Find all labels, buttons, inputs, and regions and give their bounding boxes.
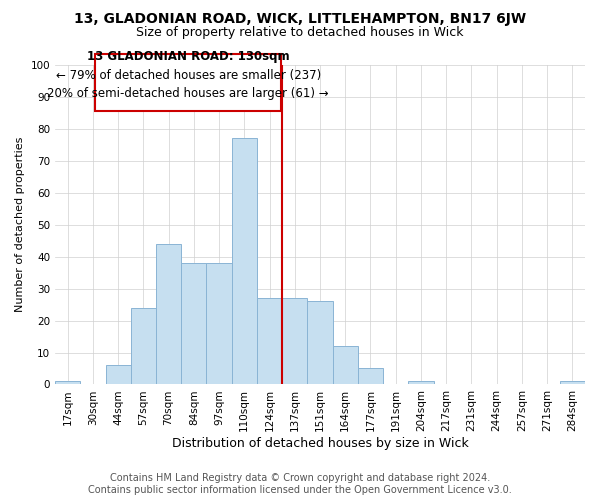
Bar — [332, 346, 358, 385]
Bar — [131, 308, 156, 384]
Bar — [181, 263, 206, 384]
Text: ← 79% of detached houses are smaller (237): ← 79% of detached houses are smaller (23… — [56, 70, 321, 82]
Bar — [307, 302, 332, 384]
Bar — [358, 368, 383, 384]
Bar — [232, 138, 257, 384]
Text: 13 GLADONIAN ROAD: 130sqm: 13 GLADONIAN ROAD: 130sqm — [87, 50, 289, 64]
X-axis label: Distribution of detached houses by size in Wick: Distribution of detached houses by size … — [172, 437, 469, 450]
Bar — [55, 382, 80, 384]
Text: 13, GLADONIAN ROAD, WICK, LITTLEHAMPTON, BN17 6JW: 13, GLADONIAN ROAD, WICK, LITTLEHAMPTON,… — [74, 12, 526, 26]
Bar — [156, 244, 181, 384]
Bar — [206, 263, 232, 384]
Text: Contains HM Land Registry data © Crown copyright and database right 2024.
Contai: Contains HM Land Registry data © Crown c… — [88, 474, 512, 495]
Bar — [560, 382, 585, 384]
Text: Size of property relative to detached houses in Wick: Size of property relative to detached ho… — [136, 26, 464, 39]
Text: 20% of semi-detached houses are larger (61) →: 20% of semi-detached houses are larger (… — [47, 87, 329, 100]
Y-axis label: Number of detached properties: Number of detached properties — [15, 137, 25, 312]
FancyBboxPatch shape — [95, 54, 281, 112]
Bar — [409, 382, 434, 384]
Bar — [106, 366, 131, 384]
Bar — [257, 298, 282, 384]
Bar — [282, 298, 307, 384]
